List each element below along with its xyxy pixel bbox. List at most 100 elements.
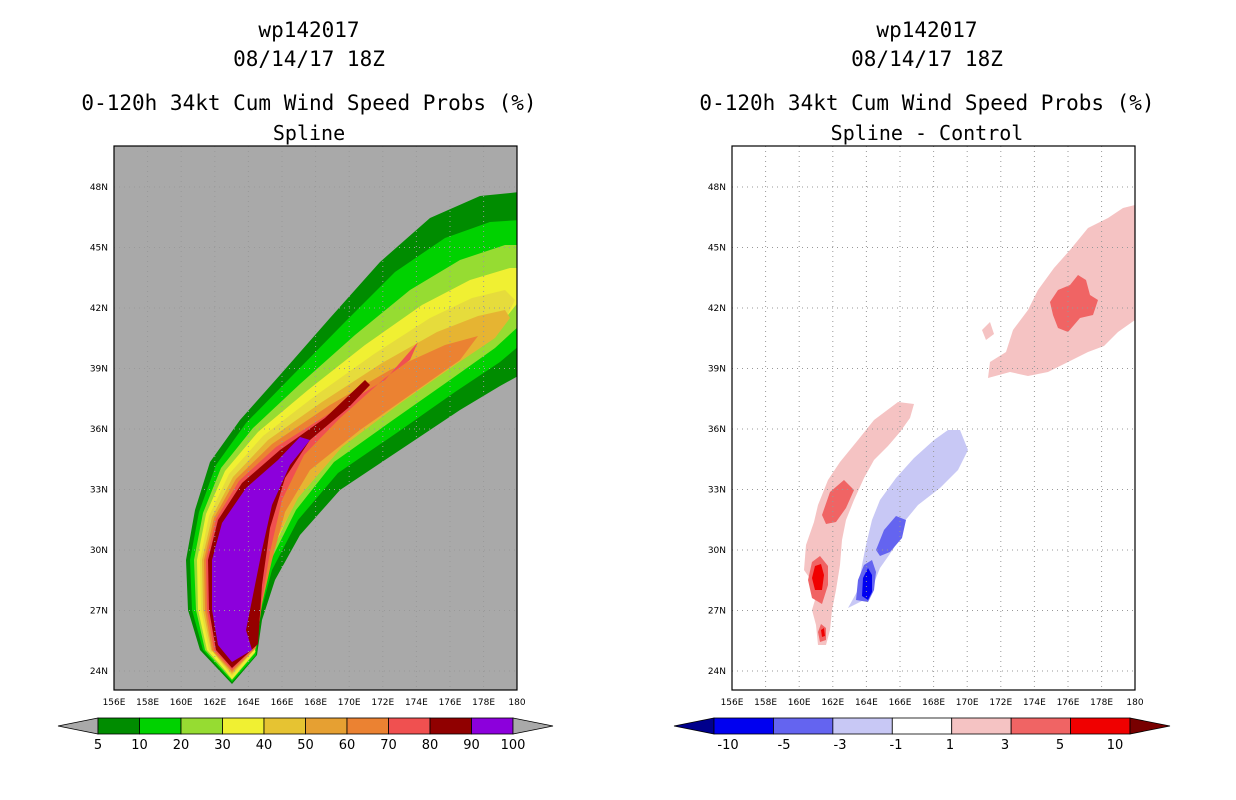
lon-label: 174E — [405, 698, 428, 708]
colorbar-box — [388, 717, 431, 735]
lon-label: 170E — [338, 698, 361, 708]
colorbar-over-triangle — [512, 717, 554, 735]
colorbar-left-labels: 5 10 20 30 40 50 60 70 80 90 100 — [94, 738, 526, 753]
colorbar-box — [97, 717, 140, 735]
lon-label: 180 — [1126, 698, 1143, 708]
lat-label: 36N — [708, 425, 726, 435]
lon-label: 164E — [855, 698, 878, 708]
lat-axis: 24N 27N 30N 33N 36N 39N 42N 45N 48N — [708, 183, 726, 677]
storm-id-title: wp142017 — [876, 18, 978, 42]
lon-label: 158E — [754, 698, 777, 708]
colorbar-label: -5 — [778, 738, 791, 753]
lat-label: 39N — [708, 365, 726, 375]
colorbar-box — [832, 717, 893, 735]
colorbar-label: 90 — [463, 738, 480, 753]
colorbar-under-triangle — [673, 717, 715, 735]
lat-label: 39N — [90, 365, 108, 375]
diff-neg-5to10 — [862, 568, 872, 600]
lon-label: 158E — [136, 698, 159, 708]
colorbar-box — [222, 717, 265, 735]
colorbar-box — [1070, 717, 1131, 735]
map-grid — [732, 146, 1135, 690]
diff-pos-3to5-west-upper — [822, 480, 854, 524]
lon-label: 178E — [1090, 698, 1113, 708]
lon-label: 176E — [1057, 698, 1080, 708]
colorbar-box — [1010, 717, 1071, 735]
lat-label: 27N — [90, 607, 108, 617]
lon-label: 178E — [472, 698, 495, 708]
contour-tip-edge — [211, 650, 256, 680]
colorbar-box — [713, 717, 774, 735]
lat-label: 45N — [90, 244, 108, 254]
diff-pos-1to3-north-speck — [982, 322, 994, 340]
colorbar-label: 3 — [1001, 738, 1009, 753]
lon-label: 176E — [439, 698, 462, 708]
diff-pos-1to3-west — [804, 402, 914, 645]
method-title: Spline - Control — [830, 121, 1024, 145]
lon-label: 162E — [821, 698, 844, 708]
map-background — [732, 146, 1135, 690]
colorbar-box — [263, 717, 306, 735]
colorbar-label: 20 — [173, 738, 190, 753]
lat-label: 24N — [708, 667, 726, 677]
left-panel: wp142017 08/14/17 18Z 0-120h 34kt Cum Wi… — [57, 18, 554, 753]
colorbar-box — [305, 717, 348, 735]
colorbar-label: -1 — [890, 738, 903, 753]
lat-axis: 24N 27N 30N 33N 36N 39N 42N 45N 48N — [90, 183, 108, 677]
colorbar-box — [773, 717, 834, 735]
lat-label: 48N — [708, 183, 726, 193]
colorbar-under-triangle — [57, 717, 99, 735]
lat-label: 33N — [708, 486, 726, 496]
colorbar-label: 80 — [422, 738, 439, 753]
lon-label: 170E — [956, 698, 979, 708]
lon-label: 168E — [922, 698, 945, 708]
lat-label: 45N — [708, 244, 726, 254]
product-title: 0-120h 34kt Cum Wind Speed Probs (%) — [699, 91, 1155, 115]
colorbar-label: 10 — [1107, 738, 1124, 753]
lon-label: 168E — [304, 698, 327, 708]
datetime-title: 08/14/17 18Z — [233, 47, 385, 71]
diff-pos-3to5-northeast — [1050, 275, 1098, 332]
lon-label: 160E — [170, 698, 193, 708]
lon-label: 164E — [237, 698, 260, 708]
colorbar-label: 70 — [380, 738, 397, 753]
colorbar-label: 100 — [501, 738, 526, 753]
colorbar-right — [673, 717, 1171, 735]
colorbar-label: 60 — [339, 738, 356, 753]
lon-label: 172E — [371, 698, 394, 708]
difference-contours — [804, 205, 1135, 645]
right-panel: wp142017 08/14/17 18Z 0-120h 34kt Cum Wi… — [618, 0, 1236, 800]
colorbar-box — [891, 717, 953, 735]
left-map-figure: 24N 27N 30N 33N 36N 39N 42N 45N 48N 156E… — [57, 145, 554, 753]
lon-label: 174E — [1023, 698, 1046, 708]
datetime-title: 08/14/17 18Z — [851, 47, 1003, 71]
lon-axis: 156E 158E 160E 162E 164E 166E 168E 170E … — [721, 698, 1144, 708]
product-title: 0-120h 34kt Cum Wind Speed Probs (%) — [81, 91, 537, 115]
contour-90 — [212, 437, 310, 662]
colorbar-label: 1 — [946, 738, 954, 753]
lon-label: 166E — [271, 698, 294, 708]
lon-label: 180 — [508, 698, 525, 708]
colorbar-box — [471, 717, 514, 735]
colorbar-left — [57, 717, 554, 735]
method-title: Spline — [272, 121, 346, 145]
colorbar-label: -10 — [717, 738, 738, 753]
storm-id-title: wp142017 — [258, 18, 360, 42]
colorbar-label: 5 — [1056, 738, 1064, 753]
lat-label: 42N — [90, 304, 108, 314]
map-frame — [731, 145, 1136, 691]
colorbar-box — [951, 717, 1012, 735]
lat-label: 30N — [90, 546, 108, 556]
lon-axis: 156E 158E 160E 162E 164E 166E 168E 170E … — [103, 698, 526, 708]
lon-label: 156E — [103, 698, 126, 708]
lat-label: 27N — [708, 607, 726, 617]
colorbar-label: 5 — [94, 738, 102, 753]
colorbar-box — [180, 717, 223, 735]
colorbar-right-labels: -10 -5 -3 -1 1 3 5 10 — [717, 738, 1123, 753]
diff-pos-5to10-south — [821, 628, 825, 637]
right-map-figure: 24N 27N 30N 33N 36N 39N 42N 45N 48N 156E… — [673, 145, 1171, 753]
lon-label: 160E — [788, 698, 811, 708]
lat-label: 48N — [90, 183, 108, 193]
colorbar-over-triangle — [1129, 717, 1171, 735]
lat-label: 33N — [90, 486, 108, 496]
